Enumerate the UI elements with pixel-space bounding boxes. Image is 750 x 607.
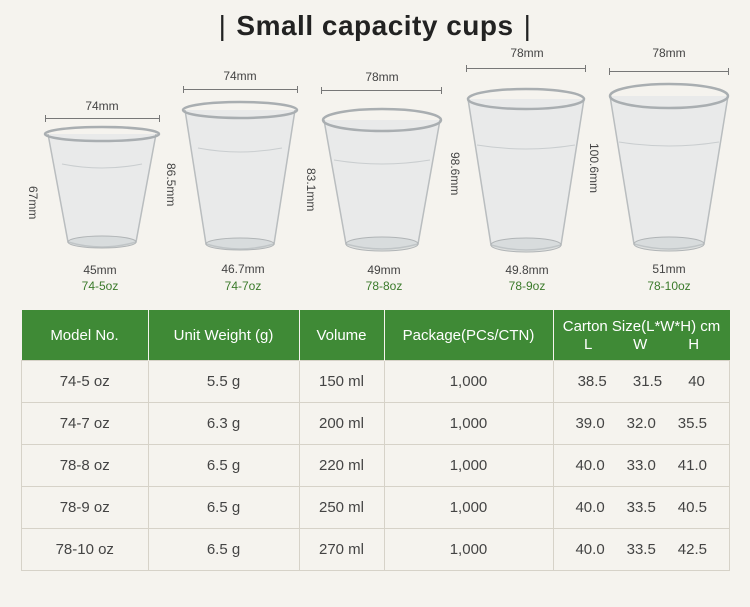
table-row: 74-5 oz 5.5 g 150 ml 1,000 38.5 31.5 40: [21, 360, 730, 403]
table-row: 78-8 oz 6.5 g 220 ml 1,000 40.0 33.0 41.0: [21, 444, 730, 487]
cell-volume: 270 ml: [298, 528, 385, 571]
cell-volume: 200 ml: [298, 402, 385, 445]
cell-length: 38.5: [577, 373, 607, 390]
specification-table: Model No. Unit Weight (g) Volume Package…: [21, 310, 730, 571]
cell-model: 78-8 oz: [21, 444, 149, 487]
header-carton-label: Carton Size(L*W*H) cm: [562, 317, 721, 335]
cup-top-dimension: 78mm: [652, 46, 686, 60]
cup-model-label: 78-10oz: [647, 279, 691, 293]
cup-top-dimension: 78mm: [510, 46, 544, 60]
header-package: Package(PCs/CTN): [384, 310, 554, 361]
cell-model: 78-9 oz: [21, 486, 149, 529]
header-carton: Carton Size(L*W*H) cm L W H: [553, 310, 730, 361]
cell-carton: 39.0 32.0 35.5: [552, 402, 730, 445]
cup-bottom-dimension: 49mm: [367, 263, 401, 277]
dimension-line: [466, 65, 586, 72]
header-height: H: [688, 335, 700, 353]
cell-model: 74-5 oz: [21, 360, 149, 403]
cup-model-label: 74-7oz: [224, 279, 262, 293]
cup-image: [465, 85, 587, 257]
cell-carton: 38.5 31.5 40: [552, 360, 730, 403]
cell-package: 1,000: [383, 402, 554, 445]
cup-height-dimension: 100.6mm: [587, 143, 601, 194]
table-row: 78-9 oz 6.5 g 250 ml 1,000 40.0 33.5 40.5: [21, 486, 730, 529]
dimension-line: [609, 68, 729, 75]
cell-weight: 6.5 g: [147, 528, 300, 571]
title-bar-left: |: [218, 10, 227, 41]
cup-image: [42, 124, 162, 254]
cup-image: [607, 80, 731, 256]
title-text: Small capacity cups: [236, 10, 514, 41]
cup-height-dimension: 83.1mm: [304, 168, 318, 212]
cell-width: 33.5: [626, 499, 656, 516]
cell-carton: 40.0 33.0 41.0: [552, 444, 730, 487]
cell-volume: 250 ml: [298, 486, 385, 529]
cell-weight: 6.5 g: [147, 486, 300, 529]
cell-width: 33.5: [626, 541, 656, 558]
cell-height: 35.5: [677, 415, 707, 432]
cell-package: 1,000: [383, 360, 554, 403]
cell-length: 39.0: [575, 415, 605, 432]
cup-model-label: 78-8oz: [365, 279, 403, 293]
cup-bottom-dimension: 51mm: [652, 262, 686, 276]
header-length: L: [583, 335, 593, 353]
cell-length: 40.0: [575, 499, 605, 516]
cup-bottom-dimension: 45mm: [83, 263, 117, 277]
cup-image: [180, 98, 300, 256]
cell-width: 31.5: [632, 373, 663, 390]
table-row: 74-7 oz 6.3 g 200 ml 1,000 39.0 32.0 35.5: [21, 402, 730, 445]
cell-weight: 5.5 g: [147, 360, 300, 403]
header-width: W: [633, 335, 648, 353]
header-volume: Volume: [299, 310, 385, 361]
cell-carton: 40.0 33.5 42.5: [552, 528, 730, 571]
cell-package: 1,000: [383, 486, 554, 529]
cup-bottom-dimension: 49.8mm: [505, 263, 549, 277]
table-header-row: Model No. Unit Weight (g) Volume Package…: [21, 310, 730, 361]
cup-top-dimension: 78mm: [365, 70, 399, 84]
cell-volume: 220 ml: [298, 444, 385, 487]
header-model: Model No.: [21, 310, 149, 361]
table-row: 78-10 oz 6.5 g 270 ml 1,000 40.0 33.5 42.5: [21, 528, 730, 571]
title-bar-right: |: [523, 10, 532, 41]
cell-model: 74-7 oz: [21, 402, 149, 445]
cell-height: 40.5: [677, 499, 707, 516]
dimension-line: [183, 86, 298, 93]
cell-package: 1,000: [383, 528, 554, 571]
dimension-line: [321, 87, 442, 94]
cup-height-dimension: 86.5mm: [164, 163, 178, 207]
cell-width: 33.0: [626, 457, 656, 474]
page-title: | Small capacity cups |: [0, 10, 750, 42]
cup-model-label: 74-5oz: [81, 279, 119, 293]
cell-weight: 6.5 g: [147, 444, 300, 487]
cell-height: 42.5: [677, 541, 707, 558]
cup-image: [320, 104, 444, 256]
cup-top-dimension: 74mm: [223, 69, 257, 83]
cup-model-label: 78-9oz: [508, 279, 546, 293]
cell-width: 32.0: [626, 415, 656, 432]
dimension-line: [45, 115, 160, 122]
cups-illustration: 74mm 67mm 45mm 74-5oz 74mm 86.5mm 46.7mm…: [0, 0, 750, 300]
cell-carton: 40.0 33.5 40.5: [552, 486, 730, 529]
cup-height-dimension: 67mm: [26, 186, 40, 220]
cup-top-dimension: 74mm: [85, 99, 119, 113]
cell-package: 1,000: [383, 444, 554, 487]
cell-weight: 6.3 g: [147, 402, 300, 445]
header-weight: Unit Weight (g): [148, 310, 300, 361]
cup-height-dimension: 98.6mm: [448, 152, 462, 196]
cell-volume: 150 ml: [298, 360, 385, 403]
cell-height: 40: [688, 373, 705, 390]
cup-bottom-dimension: 46.7mm: [221, 262, 265, 276]
cell-height: 41.0: [677, 457, 707, 474]
cell-length: 40.0: [575, 457, 605, 474]
cell-model: 78-10 oz: [21, 528, 149, 571]
cell-length: 40.0: [575, 541, 605, 558]
